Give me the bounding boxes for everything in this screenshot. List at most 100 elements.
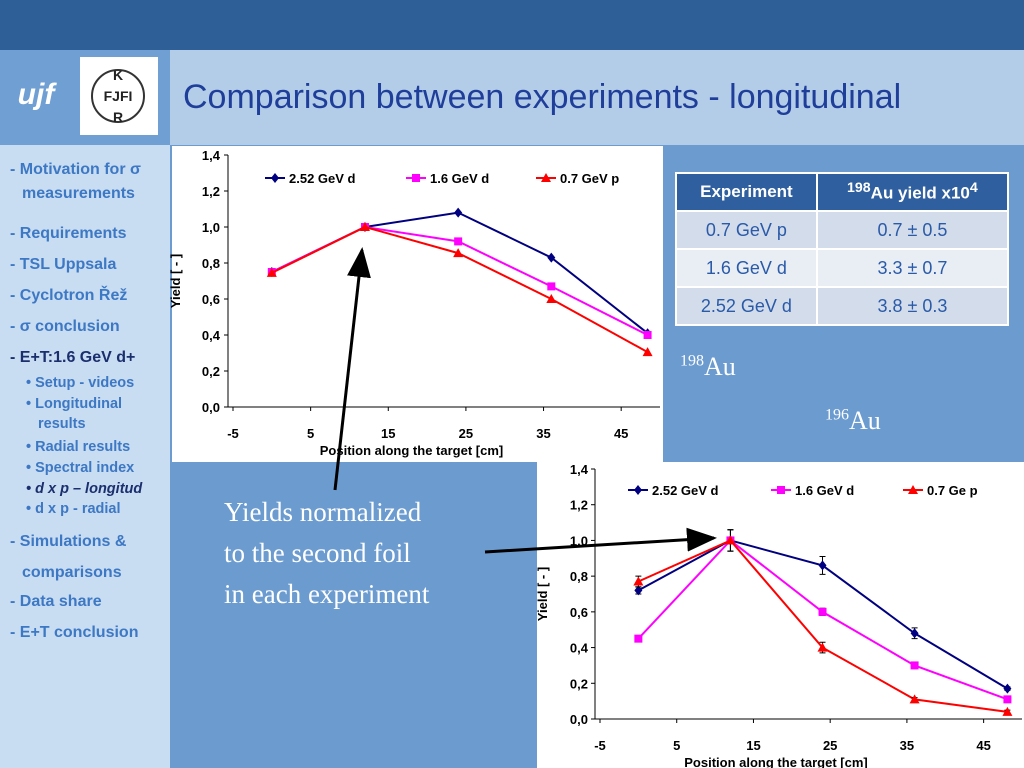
y-tick-label: 0,0	[570, 712, 588, 727]
marker	[642, 347, 653, 357]
chart-frame	[537, 462, 1024, 768]
y-tick-label: 0,4	[202, 328, 221, 343]
nav-item[interactable]: - E+T conclusion	[10, 624, 139, 641]
marker	[547, 252, 556, 263]
logo-ujf: ujf	[18, 78, 58, 111]
marker	[1002, 706, 1013, 716]
y-tick-label: 1,0	[570, 533, 588, 548]
marker	[910, 628, 919, 639]
y-tick-label: 0,8	[202, 256, 220, 271]
annotation-line: Yields normalized	[224, 497, 422, 527]
x-tick-label: 5	[307, 426, 314, 441]
nav-subitem[interactable]: • Spectral index	[26, 460, 135, 476]
marker	[910, 661, 919, 670]
legend-label: 2.52 GeV d	[652, 483, 719, 498]
legend-marker	[271, 173, 279, 183]
y-tick-label: 0,0	[202, 400, 220, 415]
nav-item[interactable]: - E+T:1.6 GeV d+	[10, 349, 136, 366]
nav-subitem[interactable]: • Radial results	[26, 439, 131, 455]
logo-k: K	[113, 67, 123, 83]
slide-title: Comparison between experiments - longitu…	[183, 78, 902, 116]
x-axis-title: Position along the target [cm]	[684, 755, 867, 768]
marker	[454, 207, 463, 218]
table-cell: 3.3 ± 0.7	[815, 248, 1010, 288]
y-tick-label: 1,4	[570, 462, 589, 477]
legend-marker	[634, 485, 642, 495]
marker	[634, 634, 643, 643]
x-tick-label: 15	[381, 426, 395, 441]
nav-item[interactable]: - Requirements	[10, 225, 127, 242]
marker	[634, 585, 643, 596]
table-cell: 3.8 ± 0.3	[815, 286, 1010, 326]
marker	[818, 560, 827, 571]
y-tick-label: 0,6	[570, 605, 588, 620]
marker	[725, 535, 736, 545]
isotope-label: 198Au	[680, 352, 736, 382]
table-cell: 0.7 GeV p	[675, 210, 818, 250]
table-header: 198Au yield x104	[815, 172, 1010, 212]
header-text: Au yield x10	[870, 183, 970, 203]
marker	[909, 694, 920, 704]
legend-label: 1.6 GeV d	[430, 171, 489, 186]
logo-fjfi: FJFI	[104, 88, 133, 104]
isotope-label: 196Au	[825, 406, 881, 436]
table-cell: 2.52 GeV d	[675, 286, 818, 326]
annotation: Yields normalized to the second foil in …	[224, 492, 524, 615]
legend-label: 2.52 GeV d	[289, 171, 356, 186]
marker	[1003, 683, 1012, 694]
y-tick-label: 0,4	[570, 641, 589, 656]
mass-number: 196	[825, 406, 849, 424]
x-axis-title: Position along the target [cm]	[320, 443, 503, 458]
y-tick-label: 1,2	[202, 184, 220, 199]
y-tick-label: 0,2	[570, 676, 588, 691]
legend-marker	[777, 486, 785, 494]
top-bar	[0, 0, 1024, 50]
nav-subitem[interactable]: • d x p – longitud	[26, 481, 143, 497]
sidebar-bg	[0, 145, 170, 768]
logo-ring	[91, 69, 145, 123]
marker	[454, 237, 463, 246]
x-tick-label: 45	[976, 738, 990, 753]
y-tick-label: 1,0	[202, 220, 220, 235]
legend-label: 0.7 Ge p	[927, 483, 978, 498]
nav-item[interactable]: - Data share	[10, 593, 102, 610]
y-tick-label: 0,2	[202, 364, 220, 379]
nav-item[interactable]: - Motivation for σ measurements	[10, 161, 141, 202]
annotation-line: in each experiment	[224, 579, 430, 609]
superscript: 4	[969, 180, 978, 197]
marker	[359, 222, 370, 231]
chart-frame	[172, 146, 663, 462]
x-tick-label: 45	[614, 426, 628, 441]
nav-item[interactable]: - Simulations & comparisons	[10, 533, 127, 581]
nav-item[interactable]: - TSL Uppsala	[10, 256, 117, 273]
x-tick-label: -5	[227, 426, 239, 441]
y-tick-label: 0,6	[202, 292, 220, 307]
legend-label: 0.7 GeV p	[560, 171, 619, 186]
logo-r: R	[113, 109, 123, 125]
yield-table: Experiment 198Au yield x104 0.7 GeV p 0.7…	[675, 172, 1010, 326]
marker	[633, 576, 644, 586]
chart: 0,0 0,2 0,4 0,6 0,8 1,0 1,2 1,4 -5 5 15 25 35 45 Posit…	[535, 462, 1022, 768]
legend-marker	[412, 174, 420, 182]
y-tick-label: 0,8	[570, 569, 588, 584]
x-tick-label: 25	[823, 738, 837, 753]
chart: 0,0 0,2 0,4 0,6 0,8 1,0 1,2 1,4 -5 5 15 25 35 45 Posit…	[168, 148, 660, 458]
x-tick-label: 35	[900, 738, 914, 753]
y-axis-title: Yield [ - ]	[535, 567, 550, 621]
legend-marker	[908, 485, 918, 494]
nav-subitem[interactable]: • Longitudinal results	[26, 396, 123, 432]
y-tick-label: 1,2	[570, 498, 588, 513]
nav-item[interactable]: - σ conclusion	[10, 318, 120, 335]
marker	[817, 642, 828, 652]
marker	[818, 607, 827, 616]
title-band	[0, 50, 1024, 145]
x-tick-label: 25	[459, 426, 473, 441]
nav-subitem[interactable]: • d x p - radial	[26, 501, 121, 517]
mass-number: 198	[680, 352, 704, 370]
nav-subitem[interactable]: • Setup - videos	[26, 375, 135, 391]
element: Au	[849, 406, 881, 435]
nav-item[interactable]: - Cyclotron Řež	[10, 287, 128, 304]
table-cell: 1.6 GeV d	[675, 248, 818, 288]
